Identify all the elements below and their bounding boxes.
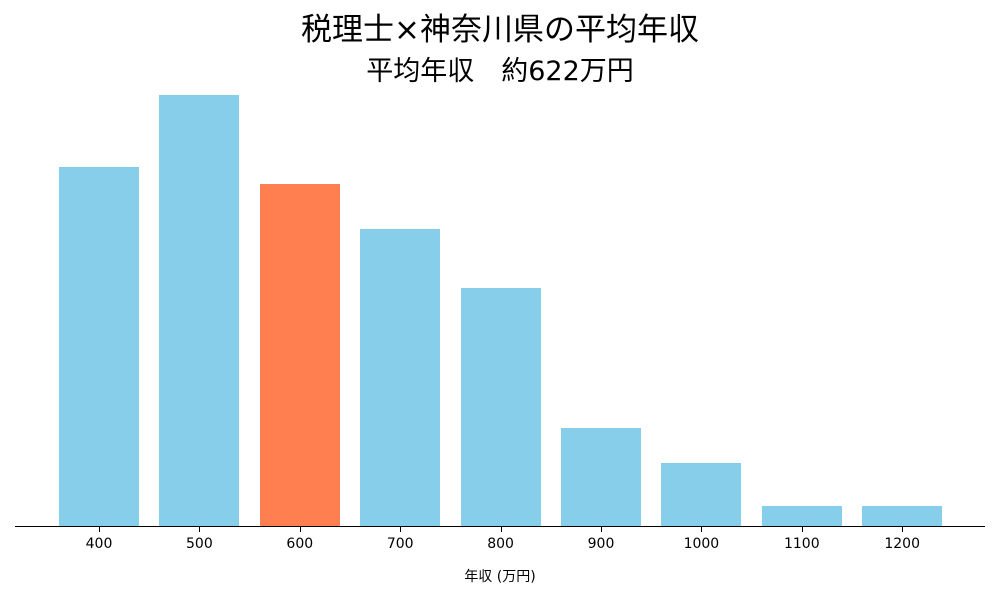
bar-1100 <box>761 506 842 526</box>
bar-800 <box>460 288 541 526</box>
x-tick-label: 400 <box>85 536 113 552</box>
bar-900 <box>561 428 641 526</box>
x-tick <box>802 527 803 532</box>
x-tick <box>99 527 100 532</box>
x-tick <box>400 527 401 532</box>
x-tick <box>902 527 903 532</box>
chart-subtitle: 平均年収 約622万円 <box>366 56 634 87</box>
x-axis-line <box>15 526 985 527</box>
x-tick-label: 1200 <box>884 536 920 552</box>
bar-1200 <box>862 506 943 526</box>
x-tick-label: 1000 <box>683 536 720 552</box>
x-tick-label: 1100 <box>783 536 820 552</box>
x-tick-label: 600 <box>286 536 314 552</box>
x-tick-label: 700 <box>386 536 414 552</box>
bar-600 <box>259 183 340 526</box>
x-tick-label: 900 <box>587 536 615 552</box>
bar-500 <box>159 95 240 526</box>
x-tick <box>601 527 602 532</box>
x-tick <box>701 527 702 532</box>
x-tick-label: 800 <box>487 536 514 552</box>
x-axis-label: 年収 (万円) <box>464 569 536 585</box>
bar-400 <box>59 166 139 526</box>
x-tick <box>501 527 502 532</box>
x-tick-label: 500 <box>186 536 213 552</box>
bar-700 <box>360 229 441 526</box>
chart-title: 税理士×神奈川県の平均年収 <box>301 12 699 48</box>
x-tick <box>300 527 301 532</box>
bar-1000 <box>661 463 742 526</box>
x-tick <box>199 527 200 532</box>
